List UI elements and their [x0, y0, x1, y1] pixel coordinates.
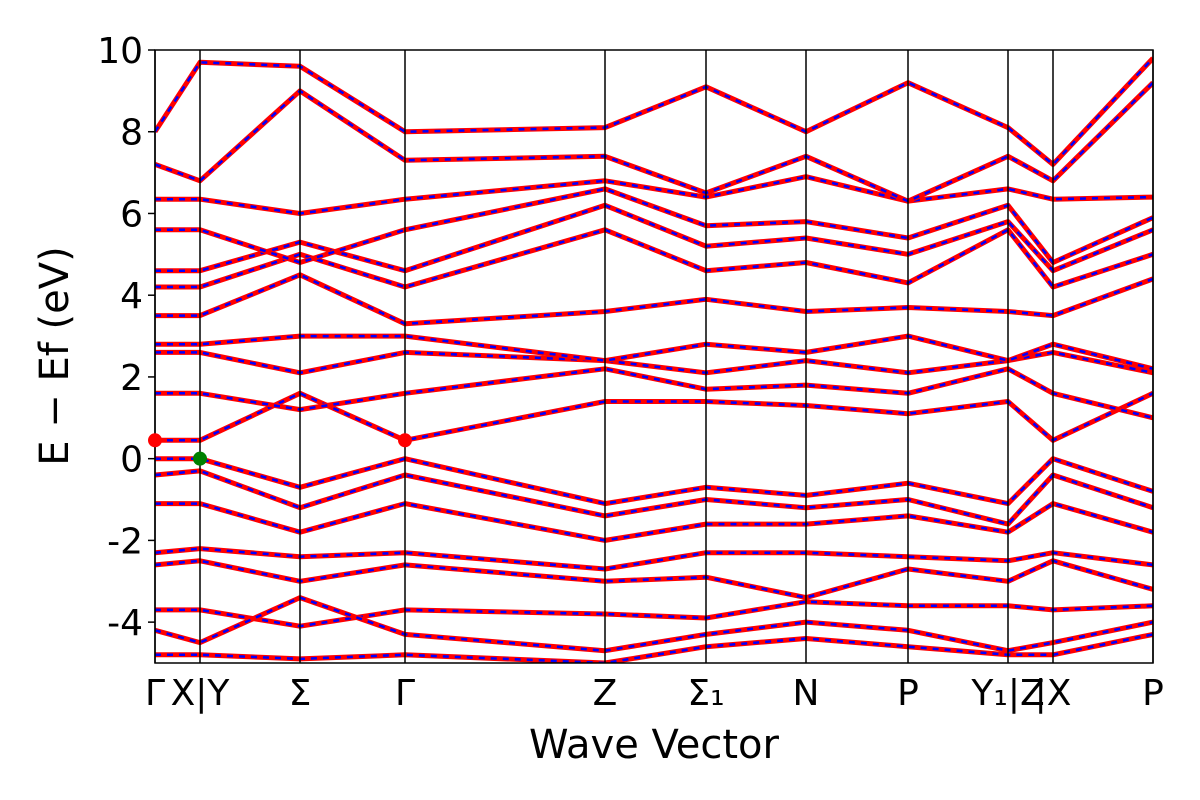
band-line	[155, 456, 1153, 507]
y-tick-label: 6	[120, 194, 143, 235]
band-line	[155, 80, 1153, 204]
band-line-dashed	[155, 273, 1153, 326]
y-tick-label: -2	[107, 521, 143, 562]
y-axis-label: E − Ef (eV)	[32, 246, 78, 465]
band-line	[155, 333, 1153, 372]
band-line-dashed	[155, 57, 1153, 167]
x-axis-label: Wave Vector	[529, 722, 780, 768]
x-tick-label: Γ	[145, 673, 165, 714]
band-line	[155, 558, 1153, 601]
x-tick-label: |X	[1035, 673, 1072, 714]
y-tick-label: 10	[97, 31, 143, 72]
x-tick-label: P	[1142, 673, 1164, 714]
y-tick-label: 8	[120, 113, 143, 154]
extremum-marker	[148, 433, 162, 448]
x-tick-label: Σ	[289, 673, 312, 714]
x-tick-label: Σ₁	[687, 673, 724, 714]
plot-frame	[154, 49, 1154, 664]
x-tick-label: Z	[593, 673, 618, 714]
extremum-marker	[398, 433, 412, 448]
band-line	[155, 546, 1153, 572]
y-tick-label: -4	[107, 603, 143, 644]
extremum-marker	[193, 451, 207, 466]
x-tick-label: Γ	[395, 673, 415, 714]
x-tick-label: X|Y	[171, 673, 231, 714]
x-tick-label: Y₁|Z	[970, 673, 1044, 714]
y-tick-label: 4	[120, 276, 143, 317]
band-line	[155, 272, 1153, 327]
y-tick-label: 2	[120, 358, 143, 399]
band-line	[155, 56, 1153, 167]
band-line-dashed	[155, 187, 1153, 265]
band-line-dashed	[155, 596, 1153, 652]
x-tick-label: N	[793, 673, 820, 714]
x-tick-label: P	[897, 673, 919, 714]
y-tick-label: 0	[120, 440, 143, 481]
band-line	[155, 390, 1153, 443]
bands-layer	[155, 56, 1153, 663]
band-line-dashed	[155, 81, 1153, 203]
